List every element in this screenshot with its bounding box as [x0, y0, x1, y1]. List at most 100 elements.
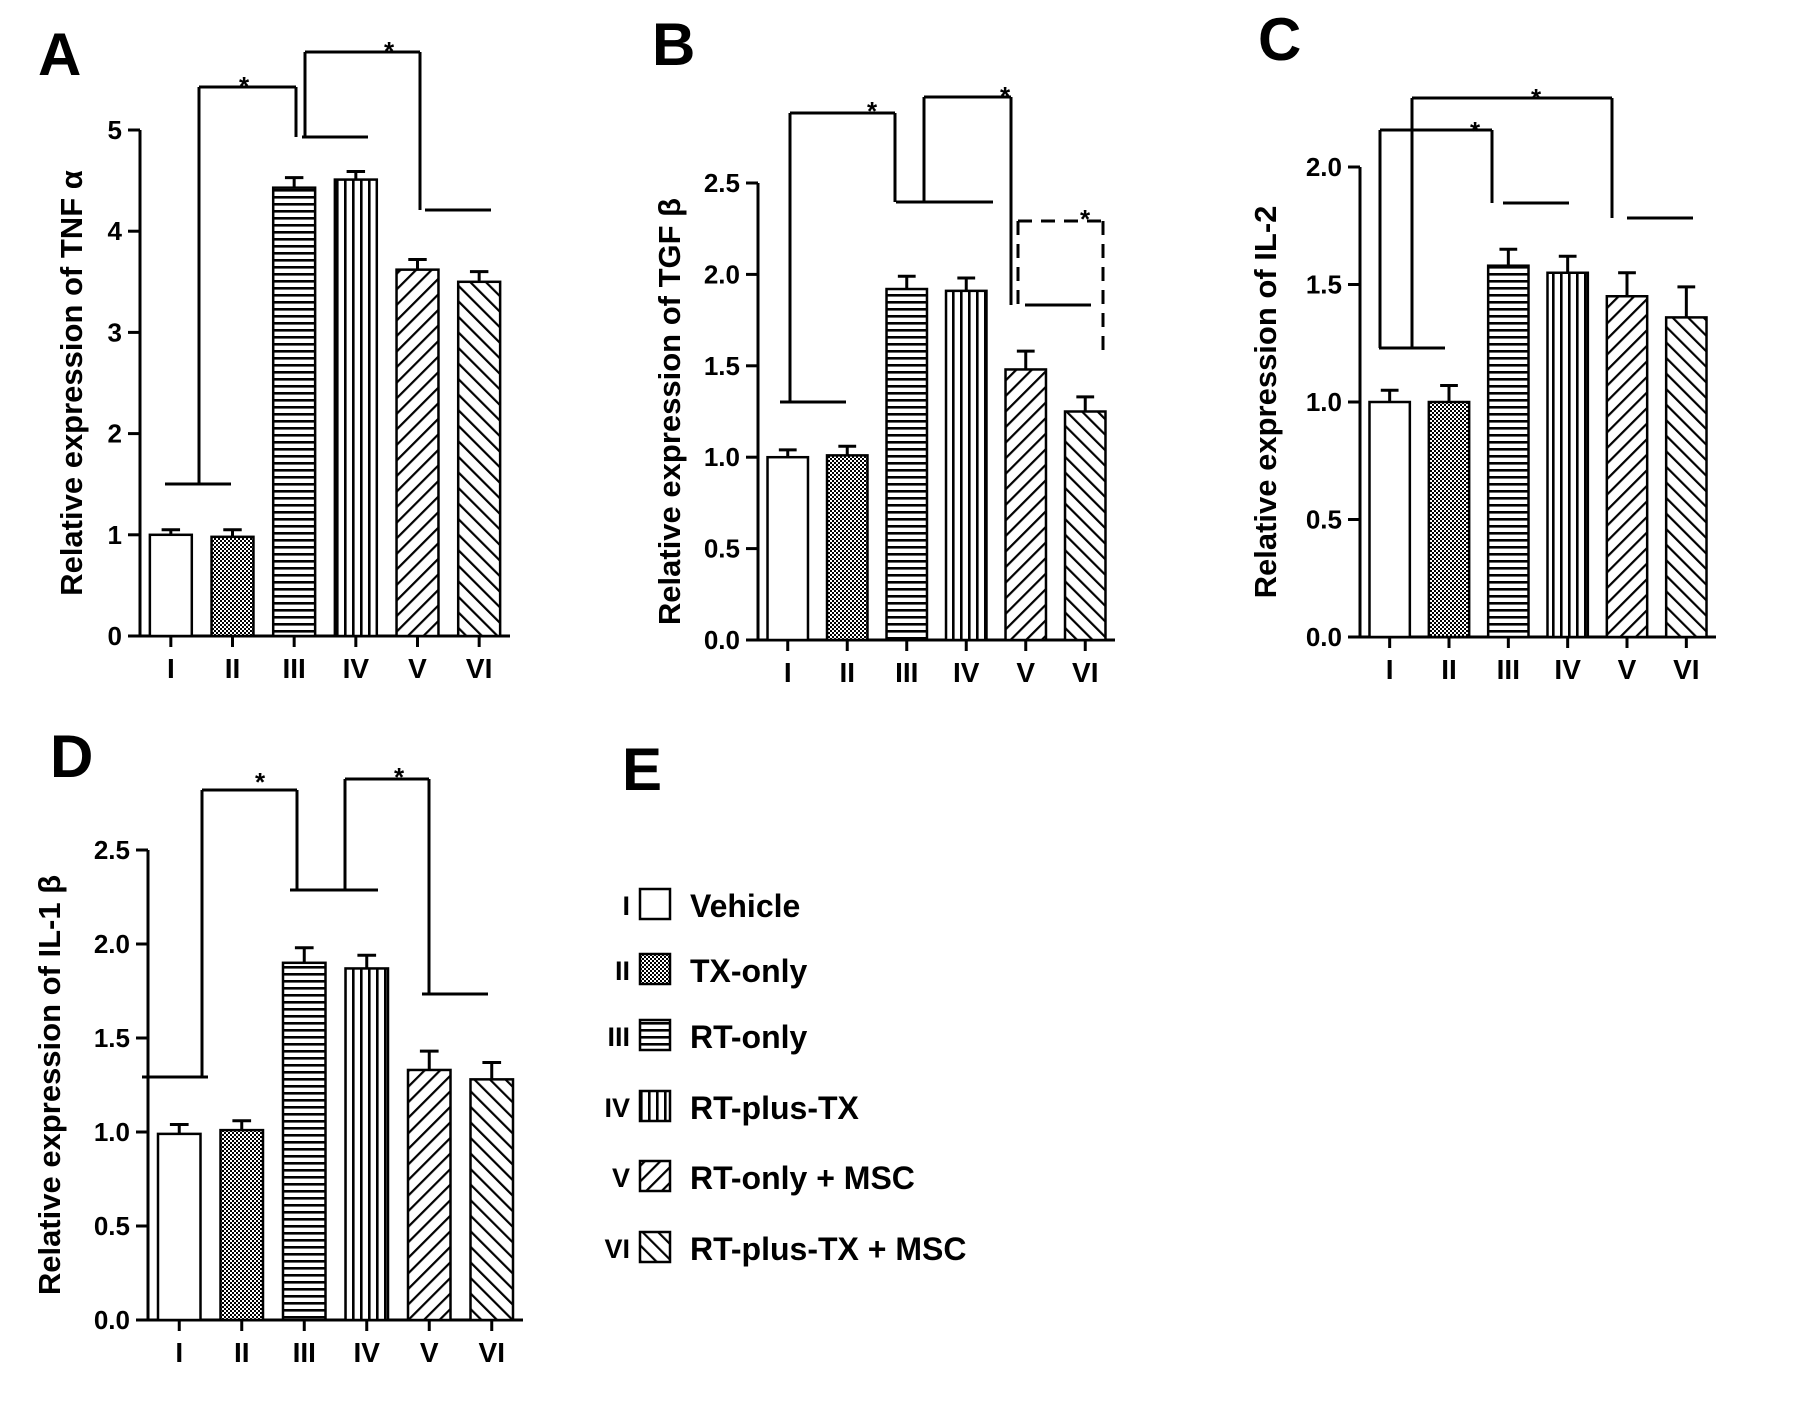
legend-label: TX-only — [690, 953, 808, 989]
legend-item-iv: IV RT-plus-TX — [604, 1089, 860, 1126]
bar-iii — [1486, 264, 1530, 639]
significance-bracket: * — [1379, 83, 1693, 350]
x-tick-label: III — [1497, 654, 1520, 685]
y-tick-label: 0.0 — [704, 625, 740, 655]
significance-star: * — [384, 36, 395, 66]
y-tick-label: 1 — [108, 520, 122, 550]
bar-iv — [344, 967, 390, 1322]
bar-v — [1004, 368, 1048, 642]
legend-panel-e: E I Vehicle II TX-only III RT-only IV RT-plus-T… — [604, 736, 966, 1267]
legend-swatch-hlines — [638, 1018, 672, 1052]
significance-star: * — [1000, 81, 1011, 111]
x-tick-label: I — [175, 1337, 183, 1368]
significance-bracket: * — [922, 81, 1091, 307]
x-tick-label: V — [420, 1337, 439, 1368]
x-tick-label: II — [839, 657, 855, 688]
legend-swatch-dots — [638, 952, 672, 986]
bar-i — [156, 1132, 202, 1322]
y-axis-title: Relative expression of IL-1 β — [32, 875, 67, 1295]
y-axis-title: Relative expression of TNF α — [54, 170, 89, 596]
bar-iii — [281, 961, 327, 1322]
y-tick-label: 1.0 — [94, 1117, 130, 1147]
legend-roman-label: II — [615, 956, 630, 986]
chart-panel-c: C 0.0 0.5 1.0 1.5 2.0 Relative expression of I… — [1248, 6, 1716, 685]
x-tick-label: I — [167, 653, 175, 684]
y-tick-label: 2.0 — [94, 929, 130, 959]
panel-letter-a: A — [38, 21, 81, 88]
chart-panel-b: B 0.0 0.5 1.0 1.5 2.0 2.5 Relative expression o… — [652, 11, 1115, 688]
y-tick-label: 2 — [108, 419, 122, 449]
bar-vi — [456, 280, 502, 638]
legend-item-v: V RT-only + MSC — [612, 1159, 915, 1196]
legend-item-ii: II TX-only — [615, 952, 808, 989]
y-tick-label: 1.5 — [1306, 270, 1342, 300]
significance-bracket: * — [302, 36, 491, 212]
bar-vi — [1063, 410, 1107, 642]
significance-star: * — [239, 71, 250, 101]
legend-swatch-bdiag — [638, 1230, 672, 1264]
bar-v — [1605, 295, 1649, 639]
x-tick-label: IV — [953, 657, 980, 688]
bar-iii — [885, 287, 929, 642]
y-tick-label: 4 — [108, 216, 123, 246]
significance-bracket: * — [1016, 204, 1105, 358]
bar-v — [406, 1068, 452, 1322]
legend-roman-label: IV — [604, 1093, 630, 1123]
significance-star: * — [1080, 204, 1091, 234]
x-tick-label: V — [408, 653, 427, 684]
legend-label: RT-only — [690, 1019, 808, 1055]
y-tick-label: 5 — [108, 115, 122, 145]
bar-vi — [1664, 316, 1708, 639]
significance-bracket: * — [780, 96, 962, 404]
y-tick-label: 0.5 — [1306, 505, 1342, 535]
legend-swatch-none — [638, 887, 672, 921]
legend-roman-label: VI — [604, 1234, 630, 1264]
x-tick-label: I — [784, 657, 792, 688]
x-tick-label: IV — [354, 1337, 381, 1368]
bar-ii — [210, 535, 255, 638]
panel-letter-c: C — [1258, 6, 1301, 73]
x-tick-label: II — [234, 1337, 250, 1368]
x-tick-label: III — [282, 653, 305, 684]
y-tick-label: 2.5 — [704, 168, 740, 198]
y-axis-title: Relative expression of IL-2 — [1248, 206, 1283, 599]
x-tick-label: II — [1441, 654, 1457, 685]
legend-label: RT-plus-TX + MSC — [690, 1231, 966, 1267]
y-tick-label: 0.0 — [1306, 622, 1342, 652]
x-tick-label: III — [293, 1337, 316, 1368]
x-tick-label: IV — [1554, 654, 1581, 685]
bar-iii — [271, 186, 317, 638]
y-tick-label: 2.0 — [1306, 152, 1342, 182]
legend-item-iii: III RT-only — [607, 1018, 808, 1055]
legend-item-i: I Vehicle — [622, 887, 800, 924]
y-tick-label: 1.0 — [704, 442, 740, 472]
legend-roman-label: I — [622, 891, 630, 921]
bar-i — [1368, 400, 1412, 639]
bar-i — [148, 533, 194, 638]
significance-star: * — [867, 96, 878, 126]
y-tick-label: 1.0 — [1306, 387, 1342, 417]
legend-swatch-vlines — [638, 1089, 672, 1123]
panel-letter-d: D — [50, 723, 93, 790]
legend-roman-label: III — [607, 1022, 630, 1052]
chart-panel-d: D 0.0 0.5 1.0 1.5 2.0 2.5 Relative expression o… — [32, 723, 523, 1368]
bar-ii — [1427, 400, 1471, 639]
y-tick-label: 2.5 — [94, 835, 130, 865]
significance-star: * — [1470, 116, 1481, 146]
y-tick-label: 0.5 — [704, 534, 740, 564]
y-tick-label: 1.5 — [704, 351, 740, 381]
legend-item-vi: VI RT-plus-TX + MSC — [604, 1230, 966, 1267]
bar-iv — [333, 178, 379, 638]
x-tick-label: VI — [1673, 654, 1699, 685]
y-axis-title: Relative expression of TGF β — [652, 198, 687, 625]
legend-label: RT-plus-TX — [690, 1090, 860, 1126]
x-tick-label: VI — [479, 1337, 505, 1368]
legend-roman-label: V — [612, 1163, 630, 1193]
bar-ii — [219, 1128, 265, 1322]
bar-i — [766, 455, 810, 642]
bar-iv — [1546, 271, 1590, 639]
x-tick-label: II — [225, 653, 241, 684]
significance-bracket: * — [312, 762, 488, 996]
